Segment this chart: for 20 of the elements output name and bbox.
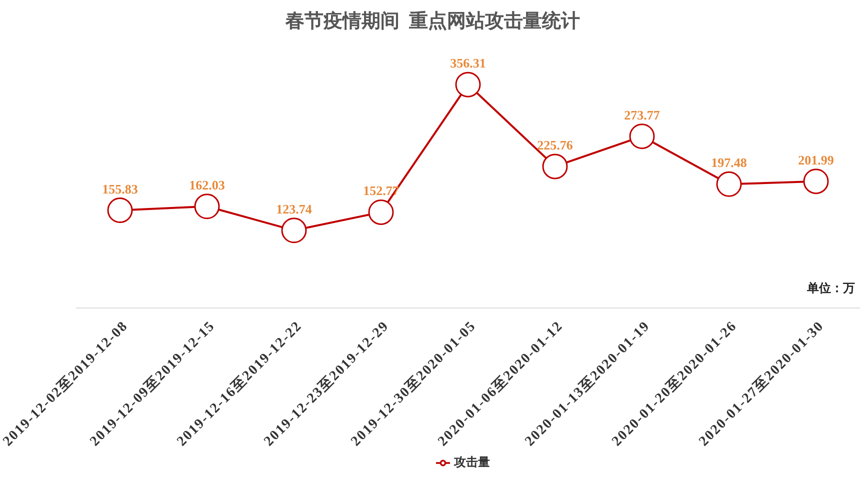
point bbox=[107, 198, 133, 224]
data-label: 197.48 bbox=[711, 155, 748, 170]
data-label: 356.31 bbox=[450, 56, 486, 71]
data-label: 201.99 bbox=[798, 152, 834, 168]
point bbox=[368, 199, 394, 225]
point bbox=[542, 154, 568, 180]
text: 单位：万 bbox=[807, 280, 855, 297]
data-label: 155.83 bbox=[102, 181, 138, 196]
point bbox=[194, 194, 220, 220]
point bbox=[629, 124, 655, 150]
point bbox=[716, 171, 742, 197]
point bbox=[281, 218, 307, 244]
legend-label: 攻击量 bbox=[454, 455, 490, 469]
point bbox=[455, 72, 481, 98]
data-label: 273.77 bbox=[624, 107, 660, 122]
point bbox=[803, 168, 829, 194]
data-label: 225.76 bbox=[537, 137, 574, 152]
data-label: 162.03 bbox=[189, 177, 226, 192]
data-label: 123.74 bbox=[276, 201, 312, 216]
chart-title: 春节疫情期间 重点网站攻击量统计 bbox=[284, 10, 581, 34]
